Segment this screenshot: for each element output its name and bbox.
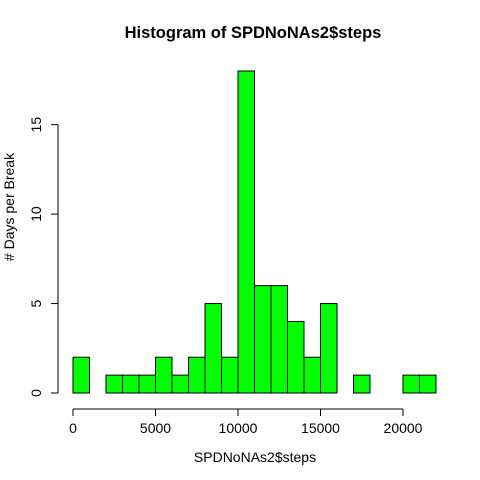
x-axis: 0 5000 10000 15000 20000: [69, 408, 423, 436]
histogram-bar: [221, 356, 239, 394]
histogram-bar: [303, 356, 321, 394]
x-tick-label: 10000: [219, 420, 258, 436]
y-axis: 0 5 10 15: [28, 117, 59, 397]
histogram-bar: [254, 285, 272, 394]
histogram-bar: [155, 356, 173, 394]
histogram-bar: [237, 70, 255, 394]
histogram-bar: [320, 303, 338, 394]
histogram-bar: [138, 374, 156, 394]
histogram-bar: [105, 374, 123, 394]
histogram-bar: [353, 374, 371, 394]
histogram-bar: [287, 320, 305, 394]
x-tick-label: 5000: [140, 420, 171, 436]
y-tick-label: 0: [28, 389, 44, 397]
y-axis-label: # Days per Break: [1, 152, 17, 261]
chart-title: Histogram of SPDNoNAs2$steps: [125, 24, 382, 42]
histogram-bar: [122, 374, 140, 394]
histogram-bar: [419, 374, 437, 394]
histogram-bar: [204, 303, 222, 394]
x-tick-label: 15000: [301, 420, 340, 436]
bars-layer: [72, 70, 437, 394]
y-tick-label: 5: [28, 299, 44, 307]
x-axis-label: SPDNoNAs2$steps: [194, 449, 316, 465]
y-tick-label: 10: [28, 206, 44, 222]
x-tick-label: 20000: [384, 420, 423, 436]
x-tick-label: 0: [69, 420, 77, 436]
histogram-bar: [270, 285, 288, 394]
histogram-bar: [188, 356, 206, 394]
histogram-bar: [171, 374, 189, 394]
histogram-bar: [72, 356, 90, 394]
y-tick-label: 15: [28, 117, 44, 133]
histogram-bar: [402, 374, 420, 394]
